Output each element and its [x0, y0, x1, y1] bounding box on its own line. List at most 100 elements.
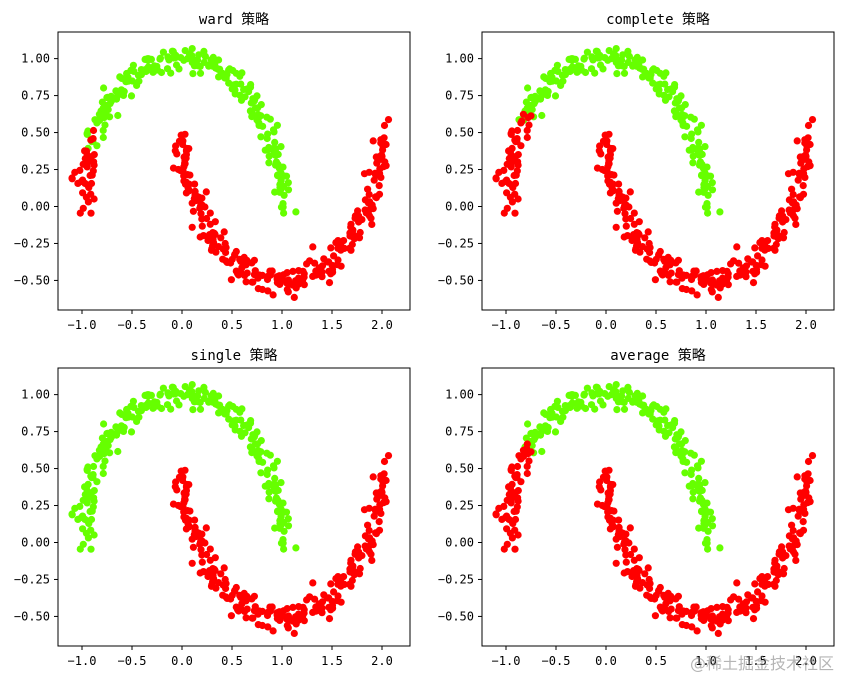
point-lower-249: [801, 488, 809, 496]
point-upper-47: [687, 470, 695, 479]
point-upper-209: [527, 112, 535, 120]
point-upper-75: [671, 417, 679, 425]
point-upper-142: [591, 405, 599, 413]
point-lower-251: [369, 137, 377, 145]
point-lower-103: [235, 607, 243, 615]
point-upper-60: [678, 104, 686, 112]
point-lower-32: [181, 180, 190, 188]
point-upper-149: [581, 68, 590, 77]
point-lower-239: [371, 505, 379, 513]
point-upper-255: [503, 525, 511, 533]
point-lower-191: [347, 582, 355, 590]
point-upper-180: [551, 428, 560, 436]
point-upper-176: [127, 402, 135, 410]
point-lower-63: [211, 218, 219, 226]
point-lower-32: [605, 180, 614, 188]
point-lower-102: [242, 278, 250, 286]
point-lower-211: [358, 552, 366, 560]
y-tick-label: 1.00: [445, 388, 474, 402]
point-upper-180: [551, 92, 560, 100]
point-lower-91: [227, 276, 235, 284]
point-lower-141: [289, 603, 297, 612]
point-lower-103: [659, 271, 667, 279]
point-lower-12: [173, 150, 181, 158]
point-upper-209: [527, 448, 535, 456]
point-lower-78: [212, 248, 220, 256]
point-lower-82: [221, 575, 229, 584]
point-lower-95: [231, 587, 239, 595]
y-tick-label: 0.00: [21, 535, 50, 549]
point-lower-115: [688, 287, 696, 295]
point-upper-242: [88, 507, 96, 515]
point-lower-55: [612, 559, 620, 567]
point-upper-259: [511, 545, 519, 553]
point-upper-239: [81, 155, 89, 163]
point-upper-258: [85, 183, 93, 192]
point-upper-47: [687, 134, 695, 143]
point-upper-63: [670, 443, 679, 451]
point-lower-144: [713, 617, 721, 625]
point-upper-127: [612, 45, 620, 53]
point-upper-149: [157, 68, 166, 77]
x-tick-label: 1.0: [271, 318, 293, 332]
point-lower-34: [609, 523, 618, 531]
point-lower-257: [380, 121, 389, 130]
point-lower-4: [602, 131, 610, 139]
point-upper-168: [561, 407, 570, 415]
point-lower-209: [368, 220, 376, 228]
point-lower-69: [204, 236, 212, 245]
point-lower-75: [217, 570, 225, 578]
point-lower-103: [659, 607, 667, 615]
point-upper-181: [540, 73, 548, 81]
point-lower-227: [375, 518, 383, 526]
point-upper-149: [581, 404, 590, 413]
point-lower-150: [299, 267, 307, 275]
point-upper-100: [215, 73, 223, 81]
point-upper-211: [95, 446, 103, 454]
point-upper-110: [629, 62, 637, 70]
point-lower-140: [707, 269, 715, 277]
x-tick-label: 1.5: [321, 318, 343, 332]
point-upper-176: [551, 402, 559, 410]
point-upper-199: [527, 430, 535, 438]
point-lower-72: [211, 231, 219, 239]
point-upper-211: [519, 110, 528, 118]
point-upper-134: [599, 401, 607, 409]
point-lower-256: [379, 482, 387, 490]
point-lower-168: [749, 279, 758, 287]
point-upper-217: [99, 133, 107, 142]
point-lower-230: [364, 521, 372, 529]
point-lower-56: [627, 214, 635, 223]
point-lower-42: [612, 199, 620, 207]
x-tick-label: −0.5: [118, 318, 147, 332]
point-lower-175: [325, 258, 333, 266]
point-upper-26: [696, 494, 705, 502]
point-upper-254: [514, 531, 522, 539]
point-lower-61: [623, 232, 632, 240]
point-lower-239: [795, 505, 803, 513]
point-lower-156: [300, 273, 308, 281]
point-lower-176: [329, 604, 337, 612]
point-upper-221: [93, 119, 101, 127]
point-lower-118: [258, 621, 266, 630]
point-upper-259: [87, 545, 95, 553]
point-lower-4: [178, 467, 186, 475]
point-lower-152: [303, 260, 311, 268]
point-upper-255: [79, 189, 87, 197]
y-tick-label: −0.50: [438, 609, 474, 623]
point-upper-5: [277, 539, 286, 547]
point-upper-255: [503, 189, 511, 197]
point-upper-222: [517, 478, 525, 486]
point-upper-109: [196, 405, 205, 413]
point-lower-187: [772, 576, 780, 585]
point-lower-185: [758, 237, 766, 245]
point-upper-17: [277, 185, 285, 193]
point-lower-77: [222, 584, 230, 593]
point-upper-115: [207, 392, 215, 400]
point-lower-55: [188, 223, 196, 231]
point-lower-102: [242, 614, 250, 622]
point-upper-189: [100, 84, 108, 92]
point-upper-181: [540, 409, 548, 417]
point-lower-180: [754, 588, 762, 596]
point-upper-175: [124, 413, 132, 421]
